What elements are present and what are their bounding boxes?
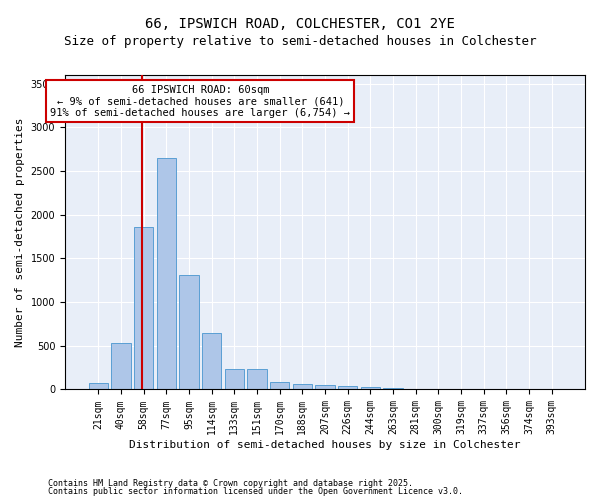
Bar: [157, 158, 176, 390]
Text: Size of property relative to semi-detached houses in Colchester: Size of property relative to semi-detach…: [64, 35, 536, 48]
Bar: [247, 370, 266, 390]
Bar: [270, 382, 289, 390]
Text: Contains public sector information licensed under the Open Government Licence v3: Contains public sector information licen…: [48, 487, 463, 496]
Bar: [293, 384, 312, 390]
Bar: [338, 386, 358, 390]
Text: Contains HM Land Registry data © Crown copyright and database right 2025.: Contains HM Land Registry data © Crown c…: [48, 478, 413, 488]
Bar: [316, 385, 335, 390]
Bar: [224, 370, 244, 390]
X-axis label: Distribution of semi-detached houses by size in Colchester: Distribution of semi-detached houses by …: [129, 440, 521, 450]
Text: 66 IPSWICH ROAD: 60sqm
← 9% of semi-detached houses are smaller (641)
91% of sem: 66 IPSWICH ROAD: 60sqm ← 9% of semi-deta…: [50, 84, 350, 118]
Bar: [89, 383, 108, 390]
Bar: [383, 388, 403, 390]
Text: 66, IPSWICH ROAD, COLCHESTER, CO1 2YE: 66, IPSWICH ROAD, COLCHESTER, CO1 2YE: [145, 18, 455, 32]
Y-axis label: Number of semi-detached properties: Number of semi-detached properties: [15, 118, 25, 347]
Bar: [361, 388, 380, 390]
Bar: [179, 275, 199, 390]
Bar: [202, 333, 221, 390]
Bar: [134, 227, 153, 390]
Bar: [112, 343, 131, 390]
